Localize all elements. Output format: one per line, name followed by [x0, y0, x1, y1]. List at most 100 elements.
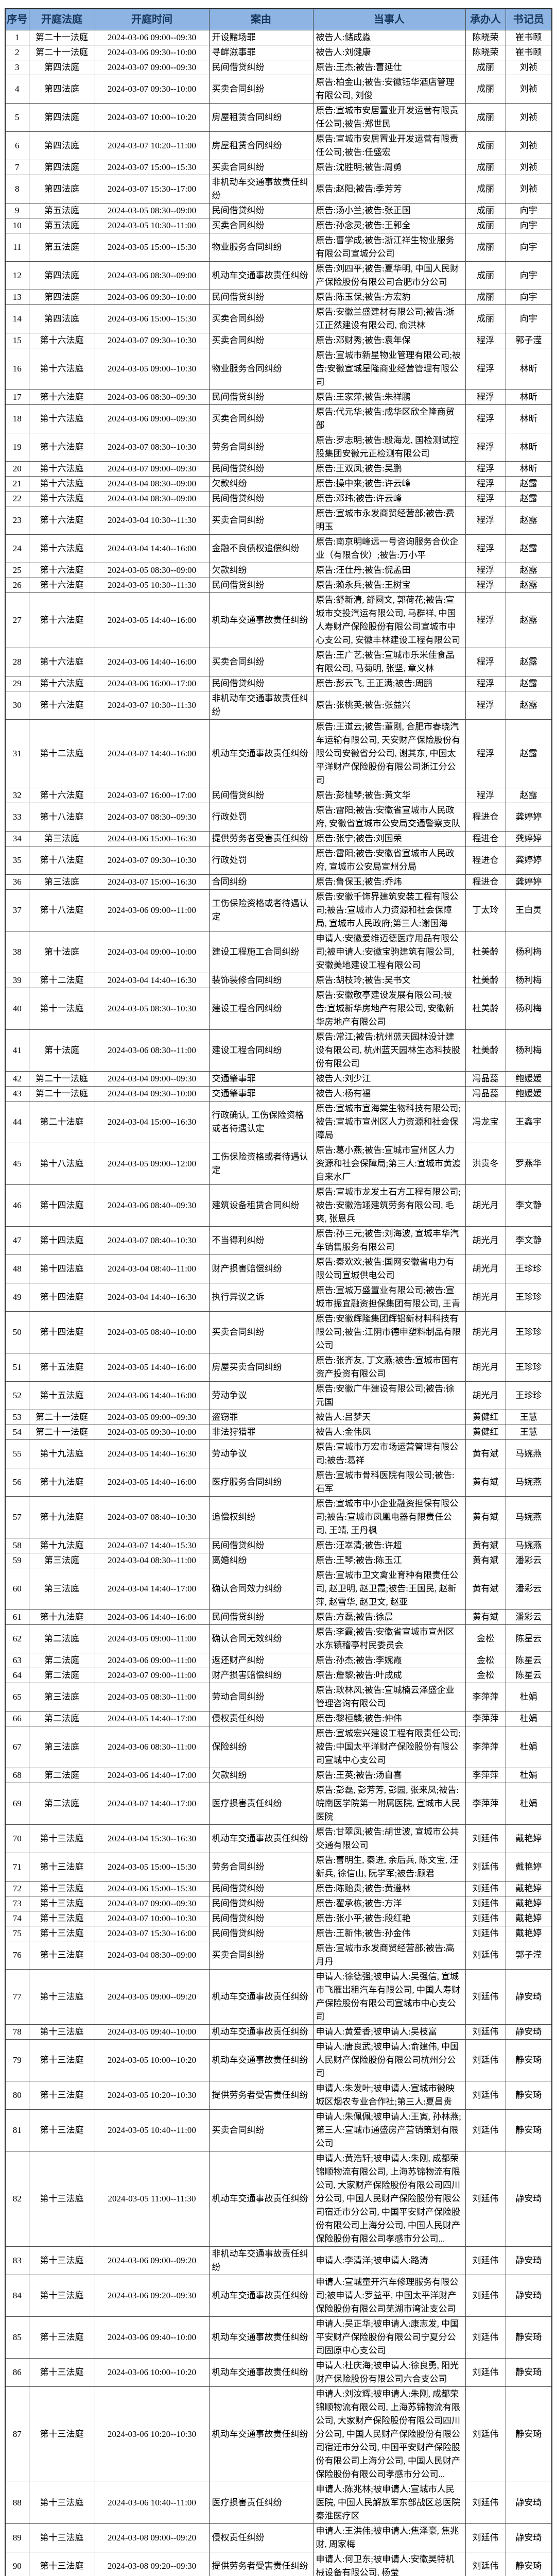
table-row: 47 第十四法庭 2024-03-07 08:40--10:30 不当得利纠纷 原告:孙…	[5, 1226, 552, 1255]
table-row: 26 第十六法庭 2024-03-05 10:30--11:30 民间借贷纠纷 原告:赖…	[5, 578, 552, 593]
cell-courtroom: 第十六法庭	[28, 788, 95, 803]
cell-courtroom: 第十九法庭	[28, 1609, 95, 1625]
cell-seq: 76	[5, 1941, 29, 1970]
cell-courtroom: 第二十一法庭	[28, 1410, 95, 1425]
cell-clerk: 陈星云	[505, 1653, 552, 1668]
table-row: 34 第三法庭 2024-03-06 15:00--16:30 提供劳务者受害责任纠纷…	[5, 831, 552, 846]
cell-courtroom: 第四法庭	[28, 60, 95, 75]
cell-cause: 买卖合同纠纷	[208, 2109, 314, 2151]
cell-courtroom: 第十九法庭	[28, 1496, 95, 1538]
cell-clerk: 静安琦	[505, 2358, 552, 2387]
cell-seq: 8	[5, 175, 29, 204]
cell-courtroom: 第十三法庭	[28, 2109, 95, 2151]
cell-judge: 成丽	[465, 60, 506, 75]
cell-clerk: 鲍媛媛	[505, 1086, 552, 1101]
cell-judge: 杜美龄	[465, 1029, 506, 1072]
cell-seq: 23	[5, 506, 29, 535]
cell-judge: 刘廷伟	[465, 2523, 506, 2552]
cell-clerk: 赵露	[505, 648, 552, 676]
cell-courtroom: 第十三法庭	[28, 2523, 95, 2552]
cell-hearing-time: 2024-03-06 10:40--11:00	[94, 2482, 210, 2524]
cell-seq: 74	[5, 1911, 29, 1926]
table-row: 79 第十三法庭 2024-03-05 10:00--10:20 机动车交通事故责任纠…	[5, 2039, 552, 2081]
cell-hearing-time: 2024-03-05 09:00--12:00	[94, 1143, 210, 1185]
cell-judge: 成丽	[465, 75, 506, 104]
cell-clerk: 戴艳婷	[505, 1926, 552, 1941]
col-seq: 序号	[5, 8, 29, 30]
cell-seq: 83	[5, 2246, 29, 2275]
cell-judge: 黄有斌	[465, 1496, 506, 1538]
cell-clerk: 龚婷婷	[505, 874, 552, 890]
cell-seq: 35	[5, 846, 29, 875]
cell-cause: 工伤保险资格或者待遇认定	[208, 889, 314, 931]
cell-parties: 申请人:杜庆海;被申请人:徐良勇, 阳光财产保险股份有限公司六合支公司	[312, 2358, 466, 2387]
table-row: 72 第十三法庭 2024-03-06 15:00--15:30 民间借贷纠纷 原告:陈…	[5, 1881, 552, 1896]
cell-parties: 原告:南京明峰远一号咨询服务合伙企业（有限合伙）;被告:万小平	[312, 534, 466, 563]
cell-judge: 黄健红	[465, 1425, 506, 1440]
cell-cause: 民间借贷纠纷	[208, 1538, 314, 1553]
cell-parties: 原告:耿林风;被告:宣城楠云泽盛企业管理咨询有限公司	[312, 1683, 466, 1711]
cell-clerk: 赵露	[505, 578, 552, 593]
cell-judge: 刘廷伟	[465, 2109, 506, 2151]
table-row: 11 第五法庭 2024-03-05 15:00--15:30 物业服务合同纠纷 原告:…	[5, 233, 552, 262]
cell-parties: 申请人:朱发叶;被申请人:宣城市徽映城区烟农专业合作社;第三人:夏昌贵	[312, 2081, 466, 2110]
cell-judge: 冯晶蕊	[465, 1071, 506, 1087]
table-row: 39 第十二法庭 2024-03-04 14:40--16:30 装饰装修合同纠纷 原告…	[5, 973, 552, 988]
cell-judge: 金松	[465, 1653, 506, 1668]
cell-clerk: 静安琦	[505, 2482, 552, 2524]
cell-courtroom: 第五法庭	[28, 203, 95, 218]
cell-courtroom: 第四法庭	[28, 304, 95, 333]
cell-seq: 21	[5, 476, 29, 492]
cell-cause: 行政处罚	[208, 803, 314, 832]
cell-cause: 房屋买卖合同纠纷	[208, 1353, 314, 1382]
cell-judge: 刘廷伟	[465, 2246, 506, 2275]
cell-courtroom: 第十六法庭	[28, 389, 95, 405]
cell-parties: 申请人:刘汝辉;被申请人:朱刚, 成都荣锦顺物流有限公司, 上海苏锦物流有限公司…	[312, 2386, 466, 2482]
table-row: 62 第二法庭 2024-03-05 09:00--11:00 确认合同无效纠纷 原告:…	[5, 1624, 552, 1653]
cell-parties: 原告:邓玮;被告:许云峰	[312, 491, 466, 506]
cell-judge: 李萍萍	[465, 1783, 506, 1825]
cell-cause: 物业服务合同纠纷	[208, 348, 314, 390]
cell-courtroom: 第十三法庭	[28, 1969, 95, 2025]
cell-seq: 49	[5, 1283, 29, 1312]
cell-judge: 刘廷伟	[465, 1853, 506, 1882]
cell-seq: 84	[5, 2275, 29, 2317]
cell-clerk: 马婉燕	[505, 1468, 552, 1497]
cell-parties: 原告:常江;被告:杭州蓝天园林设计建设有限公司, 杭州蓝天园林生态科技股份有限公…	[312, 1029, 466, 1072]
col-parties: 当事人	[312, 8, 466, 30]
cell-parties: 原告:宣城市万宏市场运营管理有限公司;被告:葛祥	[312, 1439, 466, 1468]
cell-hearing-time: 2024-03-04 14:40--16:30	[94, 1283, 210, 1312]
cell-parties: 原告:宣城市龙发土石方工程有限公司;被告:安徽浩翊建筑劳务有限公司, 毛爽, 张…	[312, 1184, 466, 1227]
cell-seq: 45	[5, 1143, 29, 1185]
cell-seq: 39	[5, 973, 29, 988]
cell-judge: 胡光月	[465, 1184, 506, 1227]
cell-hearing-time: 2024-03-04 14:40--16:00	[94, 534, 210, 563]
cell-seq: 18	[5, 404, 29, 433]
cell-clerk: 林昕	[505, 389, 552, 405]
cell-hearing-time: 2024-03-07 10:00--10:30	[94, 1911, 210, 1926]
table-row: 37 第十八法庭 2024-03-06 09:00--11:00 工伤保险资格或者待遇…	[5, 889, 552, 931]
cell-clerk: 静安琦	[505, 2523, 552, 2552]
cell-cause: 劳动争议	[208, 1439, 314, 1468]
cell-courtroom: 第十四法庭	[28, 1311, 95, 1353]
cell-clerk: 潘彩云	[505, 1568, 552, 1610]
cell-hearing-time: 2024-03-05 14:40--17:00	[94, 1711, 210, 1726]
cell-parties: 原告:汪仕丹;被告:倪孟田	[312, 563, 466, 578]
col-clerk: 书记员	[505, 8, 552, 30]
cell-seq: 47	[5, 1226, 29, 1255]
table-row: 6 第四法庭 2024-03-07 10:20--11:00 房屋租赁合同纠纷 原告:宣…	[5, 131, 552, 160]
cell-judge: 胡光月	[465, 1353, 506, 1382]
table-row: 68 第二法庭 2024-03-06 14:40--17:00 欠款纠纷 原告:王英;被…	[5, 1768, 552, 1783]
table-row: 84 第十三法庭 2024-03-06 09:20--09:30 机动车交通事故责任纠…	[5, 2275, 552, 2317]
cell-judge: 程进仓	[465, 803, 506, 832]
cell-hearing-time: 2024-03-06 14:40--16:00	[94, 648, 210, 676]
cell-judge: 胡光月	[465, 1381, 506, 1410]
cell-judge: 李萍萍	[465, 1711, 506, 1726]
cell-judge: 杜美龄	[465, 973, 506, 988]
cell-hearing-time: 2024-03-06 09:00--11:00	[94, 889, 210, 931]
cell-clerk: 赵露	[505, 476, 552, 492]
cell-seq: 55	[5, 1439, 29, 1468]
cell-courtroom: 第十三法庭	[28, 2246, 95, 2275]
cell-hearing-time: 2024-03-06 08:30--09:30	[94, 389, 210, 405]
cell-hearing-time: 2024-03-08 09:20--09:30	[94, 2552, 210, 2576]
